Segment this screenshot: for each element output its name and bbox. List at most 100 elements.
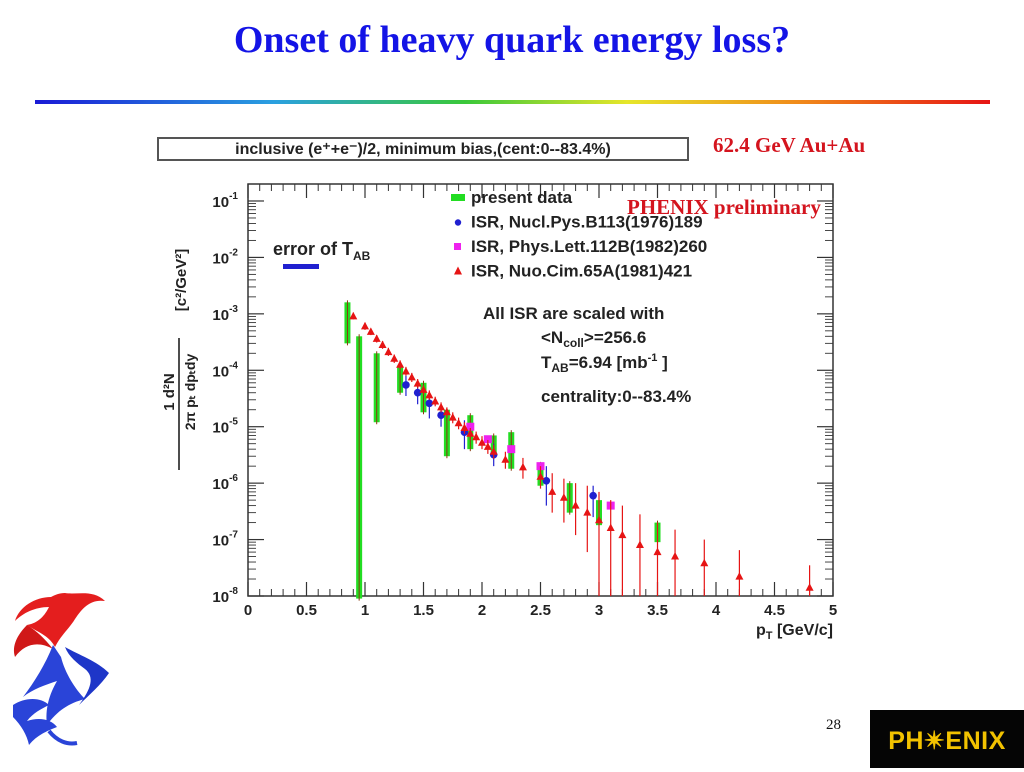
isr-nuo-point	[653, 547, 662, 556]
preliminary-label: PHENIX preliminary	[627, 195, 821, 219]
isr-nuo-point	[595, 515, 603, 524]
isr-nuo-point	[571, 501, 580, 509]
isr-nuo-point	[483, 442, 492, 450]
x-tick-label: 4	[712, 602, 721, 619]
x-tick-label: 3	[595, 602, 603, 619]
x-tick-label: 5	[829, 602, 837, 619]
y-axis-label: 1 d²N 2π pₜ dpₜdy [c²/GeV²]	[161, 249, 198, 470]
isr-nuo-point	[431, 396, 440, 405]
legend-marker-phys	[454, 243, 461, 250]
isr-nuo-point	[478, 438, 486, 446]
annotation-tab: TAB=6.94 [mb-1 ]	[541, 352, 668, 375]
isr-nuo-point	[396, 360, 405, 368]
legend-marker-nucl	[454, 219, 462, 226]
spectrum-chart: 1 d²N 2π pₜ dpₜdy [c²/GeV²] 0 0.5 1 1.5 2 2.5 3 3…	[161, 183, 837, 642]
isr-nucl-point	[402, 381, 410, 389]
tab-error-indicator: error of TAB	[273, 239, 371, 269]
isr-nuo-point	[735, 572, 744, 580]
isr-nuo-point	[419, 385, 428, 393]
x-tick-label: 2	[478, 602, 486, 619]
isr-nuo-point	[618, 530, 627, 539]
title-divider	[35, 100, 990, 104]
isr-nucl-point	[413, 388, 422, 397]
annotations: All ISR are scaled with <Ncoll>=256.6TAB=…	[483, 304, 691, 406]
y-axis-label-unit: [c²/GeV²]	[173, 249, 190, 312]
isr-nucl-point	[542, 477, 551, 485]
isr-nuo-point	[454, 418, 463, 427]
isr-nuo-point	[413, 379, 422, 387]
isr-nuo-point	[390, 354, 399, 362]
y-tick-label: 10-1	[212, 191, 238, 211]
energy-label: 62.4 GeV Au+Au	[713, 133, 866, 157]
isr-nuo-point	[518, 462, 527, 471]
isr-nuo-point	[384, 347, 393, 356]
y-tick-label: 10-4	[212, 360, 238, 380]
chart-box-label: inclusive (e⁺+e⁻)/2, minimum bias,(cent:…	[157, 137, 689, 161]
legend: present data ISR, Nucl.Pys.B113(1976)189 I…	[451, 188, 707, 281]
isr-nuo-point	[559, 493, 568, 501]
y-tick-label: 10-8	[212, 586, 238, 606]
isr-nuo-point	[671, 552, 680, 560]
isr-nuo-point	[460, 423, 469, 431]
x-tick-label: 2.5	[530, 602, 551, 619]
y-tick-label: 10-7	[212, 530, 238, 550]
isr-nucl-point	[437, 411, 445, 419]
isr-nuo-point	[378, 340, 387, 349]
legend-marker-nuo	[454, 266, 462, 275]
isr-nuo-point	[805, 583, 814, 591]
isr-nuo-point	[536, 472, 545, 480]
isr-nuo-point	[361, 321, 369, 330]
isr-nuo-point	[372, 334, 381, 342]
phenix-logo-text: PH✴ENIX	[888, 727, 1006, 755]
y-tick-label: 10-2	[212, 247, 238, 267]
x-tick-label: 1.5	[413, 602, 434, 619]
phoenix-bird-logo	[13, 593, 109, 746]
isr-nuo-point	[407, 372, 416, 381]
x-tick-label: 4.5	[764, 602, 785, 619]
isr-nuo-point	[472, 432, 481, 441]
y-tick-label: 10-5	[212, 417, 238, 437]
page-number: 28	[826, 717, 841, 733]
isr-nuo-point	[501, 455, 510, 463]
isr-phys-point	[507, 445, 516, 454]
isr-nuo-point	[425, 390, 434, 399]
isr-nuo-point	[489, 447, 498, 455]
x-axis-label: pT [GeV/c]	[756, 622, 833, 642]
x-tick-label: 0.5	[296, 602, 317, 619]
isr-phys-point	[483, 435, 492, 444]
y-axis-label-line1: 1 d²N	[161, 373, 178, 411]
isr-nuo-point	[700, 558, 709, 567]
x-tick-label: 3.5	[647, 602, 668, 619]
isr-nuo-point	[635, 540, 644, 549]
tab-error-label: error of TAB	[273, 239, 371, 263]
isr-nuo-point	[583, 508, 592, 516]
x-tick-label: 1	[361, 602, 369, 619]
chart-box-label-text: inclusive (e⁺+e⁻)/2, minimum bias,(cent:…	[235, 141, 611, 158]
y-axis-label-line2: 2π pₜ dpₜdy	[182, 354, 198, 431]
isr-nucl-point	[589, 491, 597, 500]
isr-nuo-point	[606, 523, 615, 532]
phenix-logo: PH✴ENIX	[870, 710, 1024, 768]
y-tick-label: 10-3	[212, 304, 238, 324]
isr-nuo-point	[466, 429, 475, 437]
legend-label: ISR, Nucl.Pys.B113(1976)189	[471, 213, 703, 232]
annotation-scaled-with: All ISR are scaled with	[483, 304, 664, 323]
isr-nuo-point	[366, 327, 375, 335]
legend-label: present data	[471, 188, 573, 207]
isr-nucl-point	[425, 399, 434, 408]
isr-nuo-point	[442, 407, 451, 416]
isr-nuo-point	[437, 402, 446, 411]
isr-nuo-point	[548, 487, 557, 495]
isr-nuo-point	[401, 367, 410, 375]
series-triangle	[349, 311, 814, 596]
isr-nuo-point	[448, 413, 457, 421]
annotation-centrality: centrality:0--83.4%	[541, 387, 691, 406]
legend-label: ISR, Nuo.Cim.65A(1981)421	[471, 262, 692, 281]
x-tick-label: 0	[244, 602, 252, 619]
y-tick-label: 10-6	[212, 473, 238, 493]
isr-nuo-point	[349, 311, 358, 320]
isr-phys-point	[466, 422, 475, 431]
slide-title: Onset of heavy quark energy loss?	[233, 19, 791, 61]
annotation-ncoll: <Ncoll>=256.6	[541, 328, 646, 350]
legend-label: ISR, Phys.Lett.112B(1982)260	[471, 237, 707, 256]
